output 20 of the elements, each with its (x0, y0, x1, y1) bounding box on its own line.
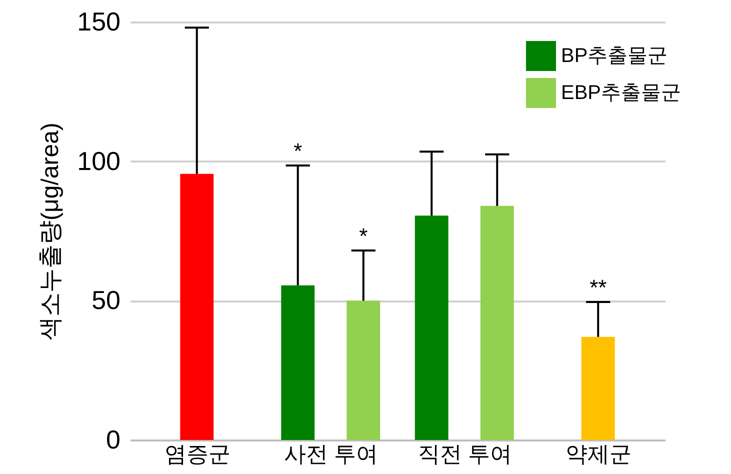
bar (346, 300, 380, 440)
y-tick-label: 0 (106, 424, 120, 454)
annotation: ** (590, 275, 608, 300)
legend-label: BP추출물군 (561, 45, 668, 67)
bar (281, 285, 315, 440)
y-tick-label: 150 (77, 6, 120, 36)
y-axis-title: 색소누출량(μg/area) (37, 122, 64, 340)
x-tick-label: 약제군 (566, 442, 632, 466)
x-tick-label: 사전 투여 (284, 442, 378, 466)
legend-label: EBP추출물군 (561, 82, 682, 104)
bar (414, 216, 448, 440)
y-tick-label: 100 (77, 146, 120, 176)
x-tick-label: 직전 투여 (418, 442, 512, 466)
x-tick-label: 염증군 (164, 442, 230, 466)
y-tick-label: 50 (92, 285, 120, 316)
bar (581, 336, 615, 440)
annotation: * (359, 224, 368, 249)
bar (180, 174, 214, 440)
annotation: * (294, 138, 303, 164)
bar (480, 206, 514, 440)
